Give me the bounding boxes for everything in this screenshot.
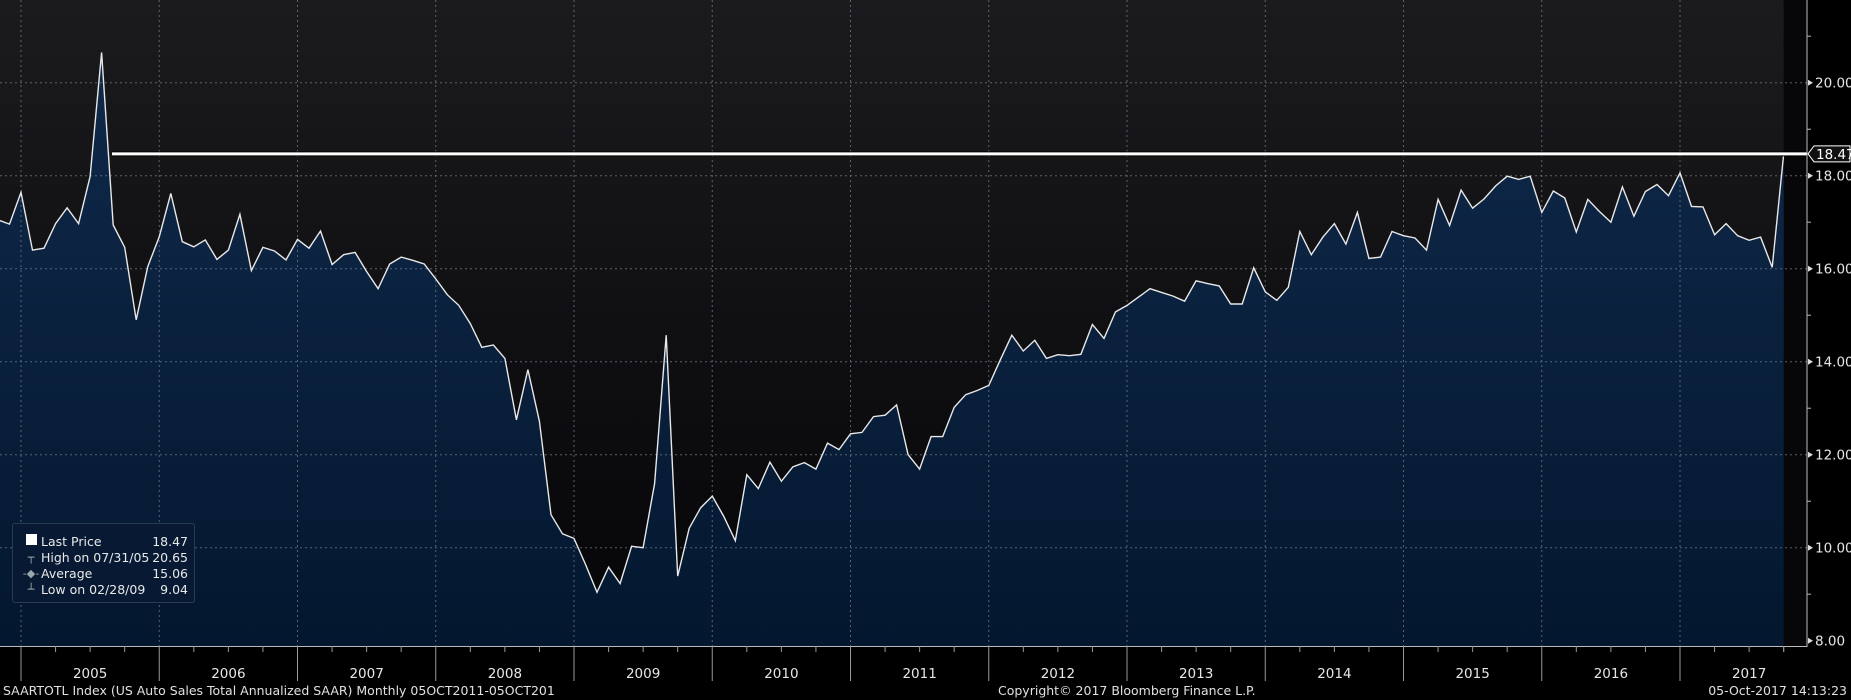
x-tick-label: 2007 — [349, 666, 383, 682]
high-marker-icon: ┬ — [27, 550, 35, 564]
y-tick-label: 12.00 — [1815, 448, 1851, 464]
last-price-tag — [1807, 145, 1851, 163]
legend-label: High on 07/31/05 — [41, 549, 150, 565]
y-tick-marker — [1808, 358, 1813, 365]
x-tick-label: 2016 — [1594, 666, 1628, 682]
y-tick-label: 14.00 — [1815, 355, 1851, 371]
footer-timestamp: 05-Oct-2017 14:13:23 — [1708, 683, 1847, 698]
square-icon — [21, 534, 41, 548]
legend-item-average: -◆- Average 15.06 — [21, 565, 188, 581]
y-tick-marker — [1808, 637, 1813, 644]
future-region — [1783, 0, 1807, 646]
legend-item-high: ┬ High on 07/31/05 20.65 — [21, 549, 188, 565]
footer-copyright: Copyright© 2017 Bloomberg Finance L.P. — [998, 683, 1256, 698]
footer-description: SAARTOTL Index (US Auto Sales Total Annu… — [3, 683, 555, 698]
y-tick-label: 20.00 — [1815, 76, 1851, 92]
y-tick-label: 18.00 — [1815, 169, 1851, 185]
y-tick-label: 16.00 — [1815, 262, 1851, 278]
x-tick-label: 2011 — [902, 666, 936, 682]
x-tick-label: 2015 — [1455, 666, 1489, 682]
x-tick-label: 2012 — [1041, 666, 1075, 682]
series-area — [0, 52, 1784, 646]
legend-value: 20.65 — [152, 549, 188, 565]
legend-value: 9.04 — [160, 581, 188, 597]
legend-item-last-price: Last Price 18.47 — [21, 533, 188, 549]
series-line — [0, 52, 1785, 595]
last-price-label: 18.47 — [1816, 147, 1851, 163]
x-tick-label: 2017 — [1732, 666, 1766, 682]
y-tick-marker — [1808, 265, 1813, 272]
x-tick-label: 2010 — [764, 666, 798, 682]
x-tick-label: 2008 — [488, 666, 522, 682]
low-marker-icon: ┴ — [27, 582, 35, 596]
legend-value: 15.06 — [152, 565, 188, 581]
x-tick-label: 2005 — [73, 666, 107, 682]
y-tick-label: 10.00 — [1815, 541, 1851, 557]
y-tick-marker — [1808, 79, 1813, 86]
y-axis-background — [1807, 0, 1851, 700]
y-tick-marker — [1808, 544, 1813, 551]
legend-value: 18.47 — [152, 533, 188, 549]
x-axis-background — [0, 647, 1807, 700]
x-tick-label: 2009 — [626, 666, 660, 682]
x-tick-label: 2014 — [1317, 666, 1351, 682]
y-tick-marker — [1808, 172, 1813, 179]
y-tick-marker — [1808, 451, 1813, 458]
x-tick-label: 2013 — [1179, 666, 1213, 682]
legend-label: Last Price — [41, 533, 102, 549]
x-tick-label: 2006 — [211, 666, 245, 682]
legend-item-low: ┴ Low on 02/28/09 9.04 — [21, 581, 188, 597]
legend-label: Average — [41, 565, 93, 581]
legend-label: Low on 02/28/09 — [41, 581, 146, 597]
legend: Last Price 18.47 ┬ High on 07/31/05 20.6… — [12, 523, 195, 603]
y-tick-label: 8.00 — [1815, 634, 1845, 650]
average-marker-icon: -◆- — [22, 566, 40, 580]
